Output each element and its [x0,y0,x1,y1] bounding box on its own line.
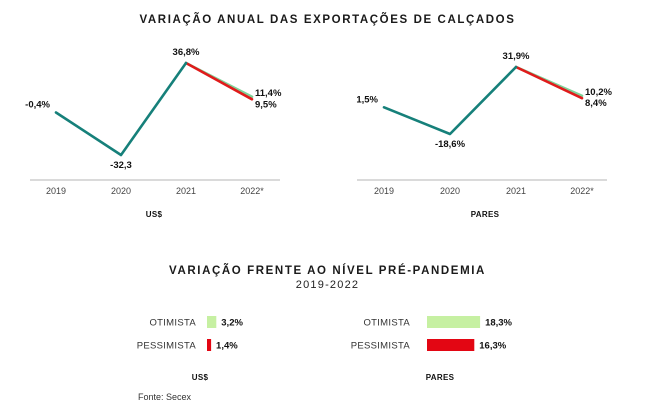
data-label: -0,4% [25,100,50,111]
bar-value-label: 18,3% [485,318,512,329]
x-tick-label: 2020 [440,186,460,196]
data-label: -32,3 [110,160,132,171]
series-line [54,61,188,157]
x-tick-label: 2019 [374,186,394,196]
x-tick-label: 2022* [570,186,594,196]
bar [207,339,212,351]
data-label: 8,4% [585,98,607,109]
bar [207,316,217,328]
bar [427,316,481,328]
x-tick-label: 2021 [176,186,196,196]
unit-label: US$ [146,210,163,219]
bar-category-label: PESSIMISTA [351,341,411,352]
x-tick-label: 2019 [46,186,66,196]
bar-value-label: 16,3% [479,341,506,352]
unit-label: PARES [426,373,455,382]
x-tick-label: 2022* [240,186,264,196]
bar-category-label: OTIMISTA [363,318,410,329]
chart-title: VARIAÇÃO ANUAL DAS EXPORTAÇÕES DE CALÇAD… [139,14,516,26]
bar-section-subtitle: 2019-2022 [295,279,360,291]
series-line [514,65,584,100]
bar-value-label: 1,4% [216,341,238,352]
bar [427,339,475,351]
bar-section-title: VARIAÇÃO FRENTE AO NÍVEL PRÉ-PANDEMIA [169,265,486,277]
unit-label: PARES [471,210,500,219]
x-tick-label: 2020 [111,186,131,196]
bar-category-label: OTIMISTA [149,318,196,329]
bar-value-label: 3,2% [221,318,243,329]
x-tick-label: 2021 [506,186,526,196]
data-label: 9,5% [255,99,277,110]
data-label: 31,9% [503,51,530,62]
source-note: Fonte: Secex [138,392,192,402]
data-label: 10,2% [585,87,612,98]
series-line [382,65,518,136]
data-label: 36,8% [173,47,200,58]
data-label: 11,4% [255,88,282,99]
data-label: 1,5% [356,94,378,105]
bar-category-label: PESSIMISTA [137,341,197,352]
data-label: -18,6% [435,139,466,150]
series-line [184,61,254,101]
unit-label: US$ [192,373,209,382]
